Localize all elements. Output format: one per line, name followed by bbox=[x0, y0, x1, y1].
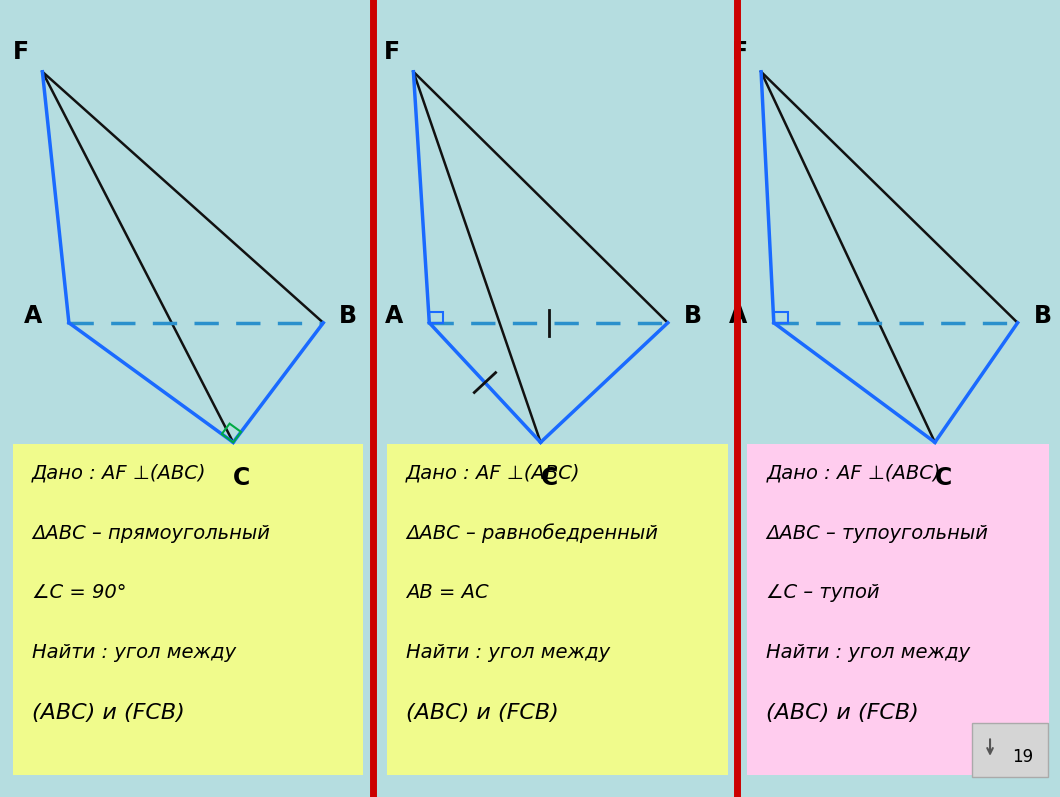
Text: B: B bbox=[684, 304, 702, 328]
Text: A: A bbox=[24, 304, 42, 328]
Text: A: A bbox=[385, 304, 403, 328]
FancyBboxPatch shape bbox=[747, 444, 1049, 775]
Text: ΔABC – тупоугольный: ΔABC – тупоугольный bbox=[766, 524, 988, 543]
Text: ΔABC – прямоугольный: ΔABC – прямоугольный bbox=[32, 524, 269, 543]
Text: (ABC) и (FCB): (ABC) и (FCB) bbox=[406, 703, 559, 723]
Text: Найти : угол между: Найти : угол между bbox=[32, 643, 236, 662]
FancyBboxPatch shape bbox=[972, 723, 1048, 777]
Text: ∠C – тупой: ∠C – тупой bbox=[766, 583, 880, 603]
Text: B: B bbox=[339, 304, 357, 328]
Text: 19: 19 bbox=[1012, 748, 1034, 766]
Text: Дано : AF ⊥(ABC): Дано : AF ⊥(ABC) bbox=[406, 464, 581, 483]
Text: Дано : AF ⊥(ABC): Дано : AF ⊥(ABC) bbox=[766, 464, 941, 483]
Text: B: B bbox=[1034, 304, 1052, 328]
Text: ΔABC – равнобедренный: ΔABC – равнобедренный bbox=[406, 524, 658, 544]
Text: ∠C = 90°: ∠C = 90° bbox=[32, 583, 126, 603]
Text: C: C bbox=[935, 466, 952, 490]
Text: (ABC) и (FCB): (ABC) и (FCB) bbox=[32, 703, 184, 723]
Text: Дано : AF ⊥(ABC): Дано : AF ⊥(ABC) bbox=[32, 464, 207, 483]
Text: C: C bbox=[233, 466, 250, 490]
Text: A: A bbox=[729, 304, 747, 328]
Text: AB = AC: AB = AC bbox=[406, 583, 489, 603]
Text: Найти : угол между: Найти : угол между bbox=[406, 643, 611, 662]
Text: F: F bbox=[731, 40, 748, 64]
Text: Найти : угол между: Найти : угол между bbox=[766, 643, 971, 662]
Text: F: F bbox=[13, 40, 30, 64]
Text: (ABC) и (FCB): (ABC) и (FCB) bbox=[766, 703, 919, 723]
Text: F: F bbox=[384, 40, 401, 64]
FancyBboxPatch shape bbox=[387, 444, 728, 775]
Text: C: C bbox=[541, 466, 558, 490]
FancyBboxPatch shape bbox=[13, 444, 363, 775]
